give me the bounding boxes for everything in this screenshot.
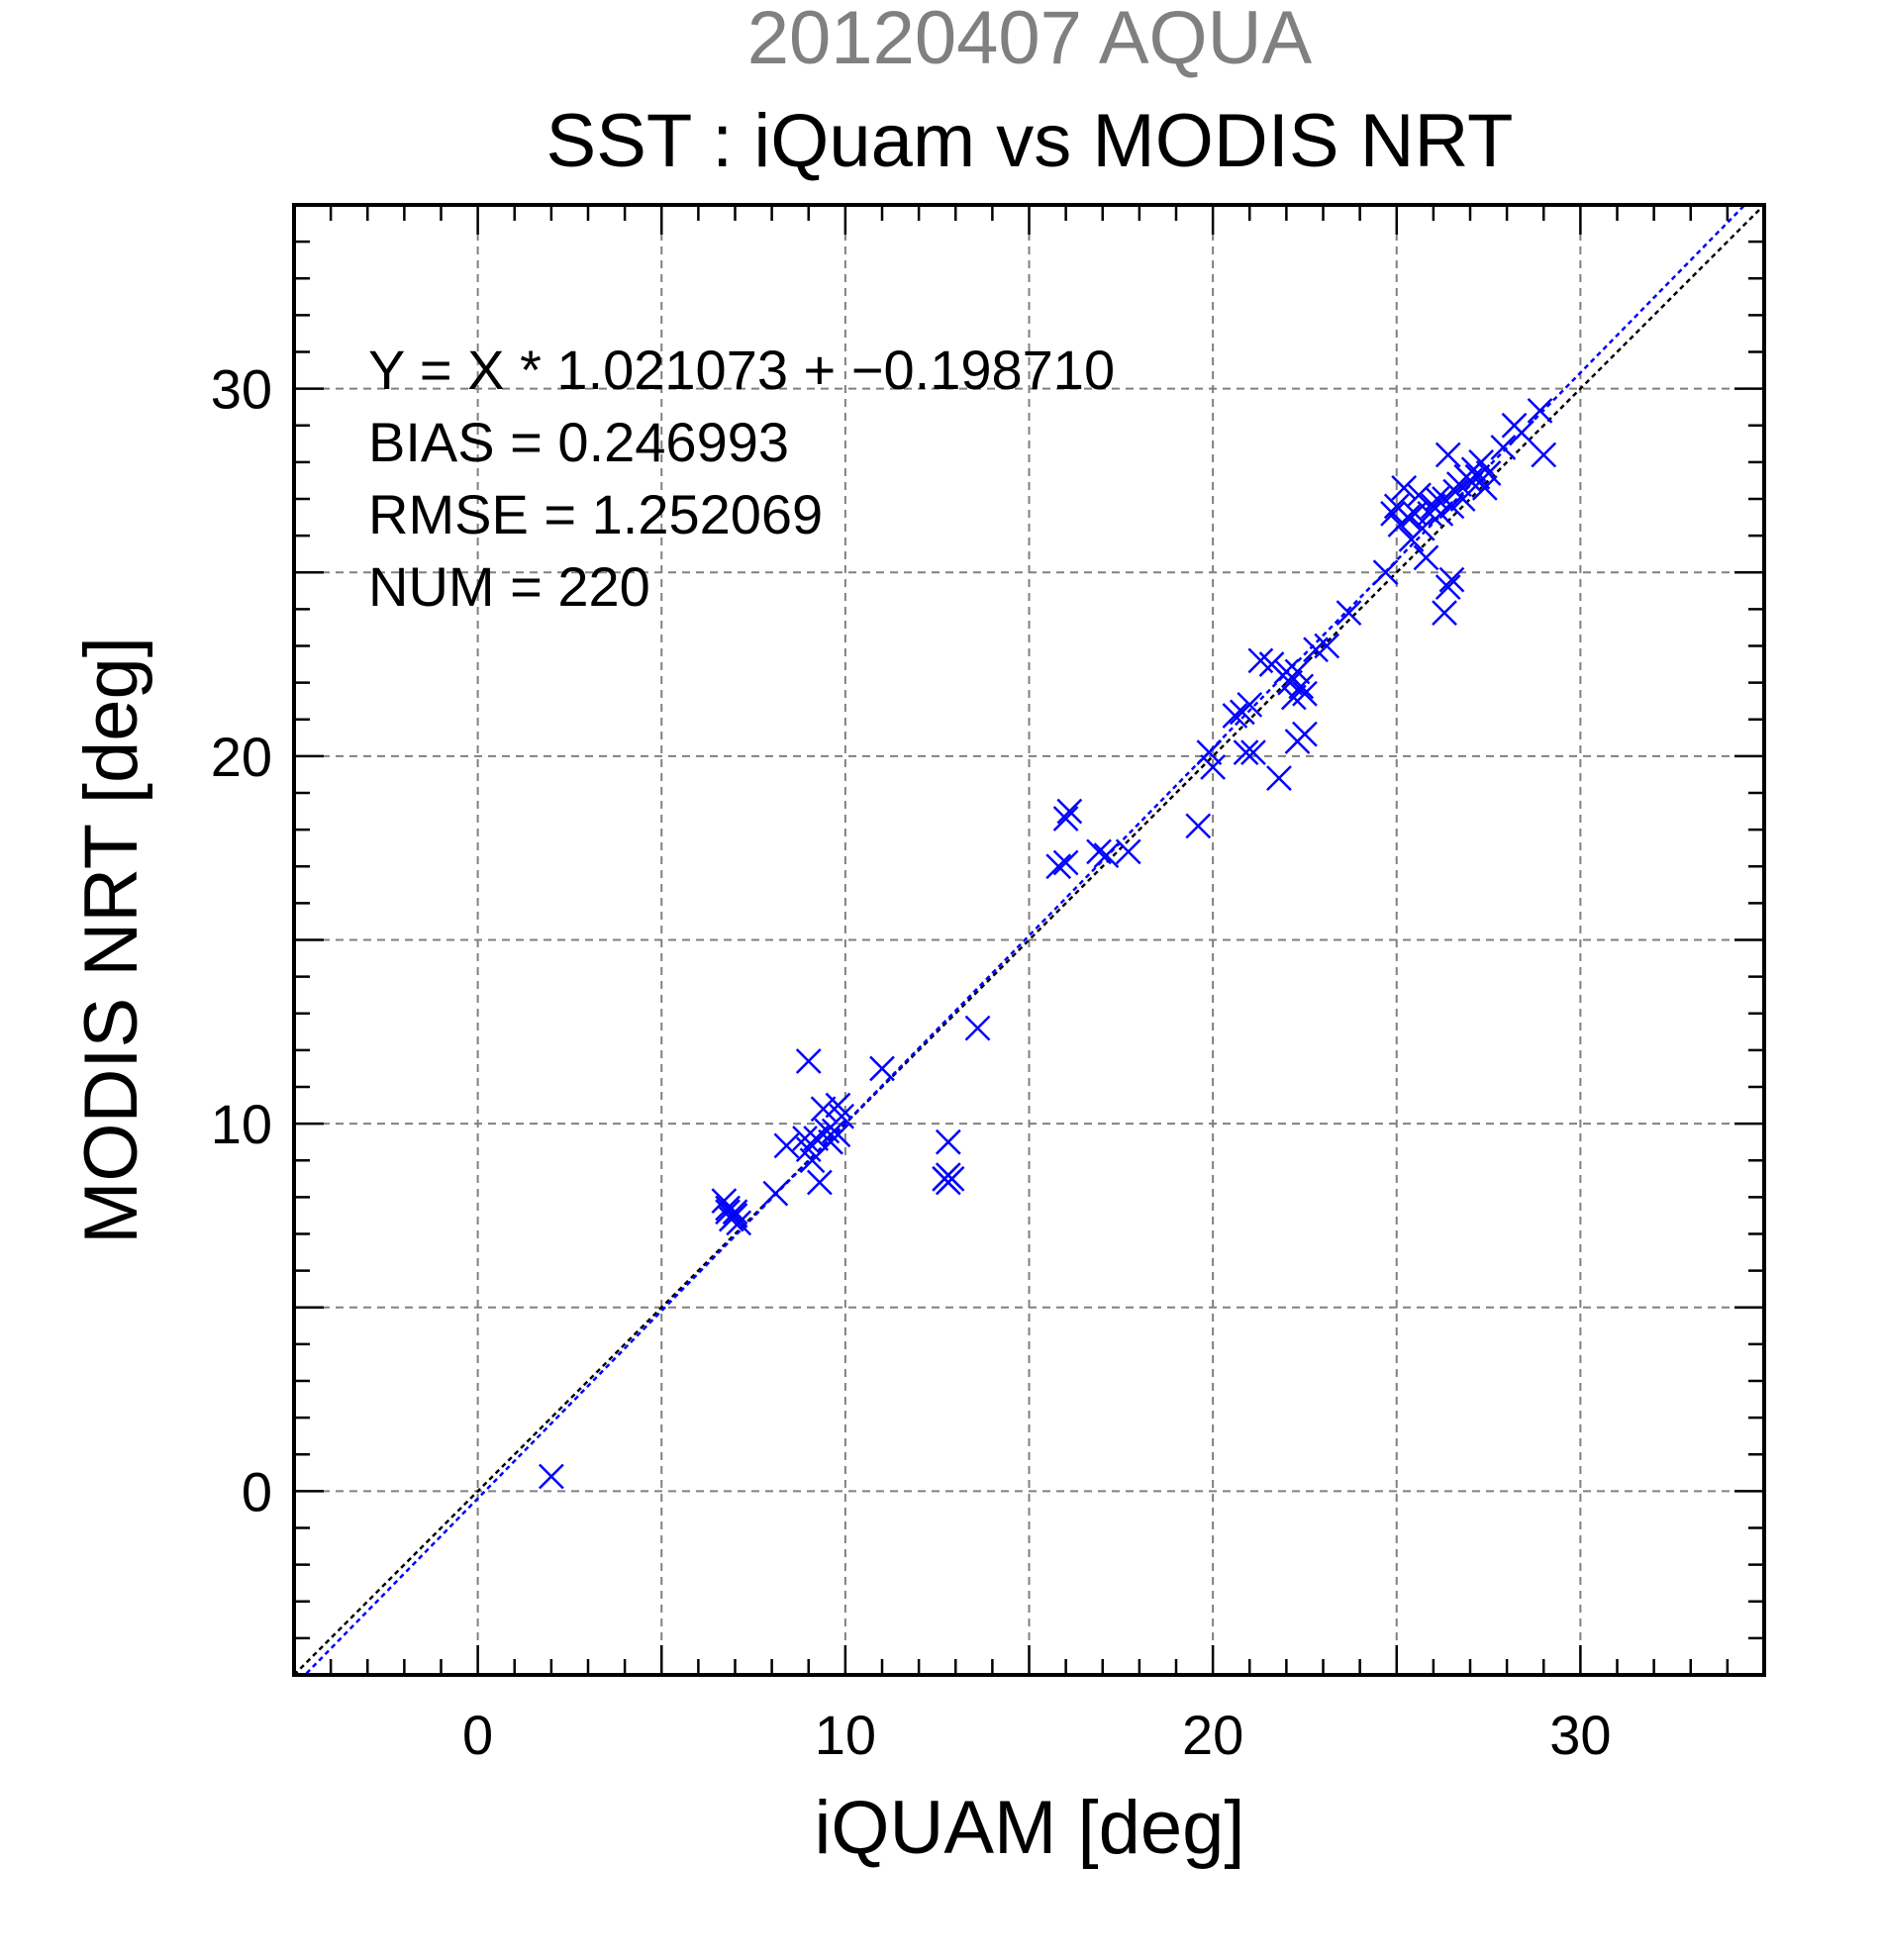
- x-tick-label: 30: [1549, 1704, 1611, 1766]
- data-point: [726, 1210, 752, 1236]
- data-point: [1435, 574, 1461, 600]
- data-point: [825, 1122, 851, 1148]
- data-point: [1185, 813, 1212, 839]
- data-point: [1052, 849, 1079, 876]
- data-point: [1424, 486, 1450, 512]
- data-point: [1196, 739, 1223, 766]
- data-point: [1237, 692, 1263, 718]
- data-point: [1314, 633, 1340, 659]
- data-point: [722, 1203, 748, 1228]
- data-point: [1222, 703, 1248, 729]
- data-point: [1428, 500, 1454, 527]
- data-point: [773, 1132, 800, 1159]
- data-point: [1380, 500, 1406, 527]
- data-point: [1052, 806, 1079, 832]
- x-axis-tick-labels: 0 10 20 30: [462, 1704, 1611, 1766]
- data-point: [762, 1180, 789, 1207]
- data-point: [1475, 460, 1502, 486]
- data-point: [1284, 658, 1311, 685]
- data-point: [1200, 754, 1227, 780]
- data-point: [1435, 441, 1461, 468]
- data-point: [1056, 798, 1083, 825]
- data-point: [869, 1055, 895, 1082]
- rmse-value: RMSE = 1.252069: [368, 483, 823, 545]
- data-point: [1288, 673, 1315, 700]
- data-point: [807, 1169, 833, 1196]
- y-tick-label: 20: [211, 726, 272, 788]
- data-point: [1045, 853, 1072, 880]
- x-tick-label: 0: [462, 1704, 493, 1766]
- bias-value: BIAS = 0.246993: [368, 411, 789, 473]
- data-point: [1471, 474, 1498, 501]
- data-point: [1372, 559, 1399, 586]
- x-tick-label: 10: [815, 1704, 876, 1766]
- data-point: [1509, 420, 1534, 446]
- grid: [294, 205, 1764, 1675]
- minor-ticks: [294, 205, 1764, 1675]
- chart-subtitle: 20120407 AQUA: [747, 0, 1313, 80]
- regression-equation: Y = X * 1.021073 + −0.198710: [368, 339, 1115, 401]
- data-point: [1336, 600, 1362, 626]
- data-point: [1266, 765, 1292, 792]
- data-point: [1391, 474, 1418, 501]
- identity-line: [294, 205, 1764, 1675]
- data-point: [810, 1096, 837, 1123]
- data-point: [1438, 493, 1465, 520]
- data-point: [1409, 515, 1436, 541]
- data-point: [932, 1165, 957, 1192]
- data-point: [1527, 398, 1553, 424]
- data-point: [935, 1128, 961, 1155]
- data-point: [964, 1015, 991, 1041]
- plot-frame: [292, 203, 1766, 1677]
- y-axis-tick-labels: 0 10 20 30: [211, 358, 272, 1523]
- data-point: [1093, 842, 1120, 868]
- data-points: [538, 398, 1557, 1490]
- data-point: [1240, 739, 1266, 766]
- data-point: [1413, 544, 1439, 571]
- data-point: [803, 1126, 830, 1151]
- num-value: NUM = 220: [368, 555, 650, 618]
- data-point: [1292, 680, 1318, 707]
- data-point: [1490, 435, 1517, 460]
- data-point: [1086, 838, 1112, 865]
- y-tick-label: 30: [211, 358, 272, 421]
- stats-annotation: Y = X * 1.021073 + −0.198710 BIAS = 0.24…: [368, 339, 1115, 618]
- data-point: [1233, 739, 1259, 766]
- data-point: [1438, 566, 1465, 593]
- chart-title: SST : iQuam vs MODIS NRT: [546, 99, 1514, 183]
- data-point: [1115, 838, 1141, 865]
- data-point: [1468, 448, 1495, 475]
- data-point: [1531, 441, 1557, 468]
- y-axis-label: MODIS NRT [deg]: [69, 637, 153, 1244]
- data-point: [939, 1165, 965, 1192]
- data-point: [1395, 504, 1421, 531]
- data-point: [1292, 721, 1318, 747]
- data-point: [1432, 600, 1457, 626]
- x-tick-label: 20: [1182, 1704, 1243, 1766]
- data-point: [795, 1048, 822, 1074]
- y-tick-label: 10: [211, 1093, 272, 1155]
- y-tick-label: 0: [242, 1460, 272, 1522]
- data-point: [538, 1463, 564, 1490]
- x-axis-label: iQUAM [deg]: [814, 1786, 1244, 1870]
- data-point: [1449, 486, 1476, 512]
